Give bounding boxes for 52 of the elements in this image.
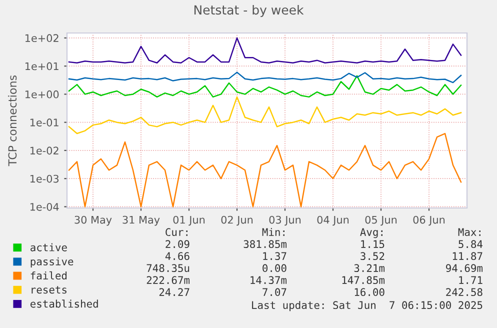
text: 5.84 — [458, 240, 483, 248]
line-series — [68, 75, 462, 98]
line-series — [68, 37, 462, 64]
text: 2.09 — [166, 240, 190, 248]
legend-label: established — [30, 300, 98, 308]
text: 381.85m — [244, 240, 287, 248]
text: Cur: — [166, 228, 188, 236]
line-series — [68, 132, 462, 208]
text: Min: — [262, 228, 284, 236]
text: 1.71 — [459, 276, 482, 284]
x-tick-label: 03 Jun — [269, 216, 301, 226]
text: 24.27 — [159, 288, 190, 296]
x-tick-label: 30 May — [74, 216, 112, 226]
text: 11.87 — [452, 252, 482, 260]
text: 147.85m — [342, 276, 385, 284]
text: 3.21m — [354, 264, 385, 272]
text: 222.67m — [146, 276, 190, 284]
text: 0.00 — [262, 264, 286, 272]
y-tick-label: 1e-01 — [30, 118, 58, 126]
y-tick-label: 1e+01 — [25, 62, 58, 70]
x-tick-label: 02 Jun — [221, 216, 253, 226]
line-series — [68, 96, 462, 134]
text: 16.00 — [354, 288, 384, 296]
text: Last update: Sat Jun 7 06:15:00 2025 — [252, 300, 482, 312]
line-series — [68, 72, 462, 84]
text: 1.37 — [263, 252, 286, 260]
x-tick-label: 31 May — [122, 216, 160, 226]
text: Max: — [458, 228, 480, 236]
y-tick-label: 1e+00 — [25, 90, 59, 98]
text: 14.37m — [250, 276, 287, 284]
x-tick-label: 01 Jun — [173, 216, 205, 226]
chart-title: Netstat - by week — [194, 4, 304, 18]
text: 4.66 — [165, 252, 190, 260]
text: 94.69m — [446, 264, 483, 272]
y-tick-label: 1e-04 — [30, 202, 59, 211]
y-axis-title: TCP connections — [8, 75, 17, 166]
legend-label: failed — [30, 271, 67, 280]
x-tick-label: 04 Jun — [317, 216, 349, 226]
text: 242.58 — [446, 288, 482, 296]
legend-label: active — [30, 243, 67, 252]
y-tick-label: 1e-02 — [30, 146, 58, 155]
text: 7.07 — [262, 288, 286, 296]
legend-label: passive — [30, 257, 74, 268]
legend-label: resets — [32, 286, 66, 294]
text: 748.35u — [146, 264, 190, 272]
text: 3.52 — [360, 252, 384, 260]
x-tick-label: 06 Jun — [413, 216, 445, 226]
x-tick-label: 05 Jun — [365, 216, 397, 226]
text: 1.15 — [361, 240, 384, 248]
text: Avg: — [360, 228, 382, 238]
y-tick-label: 1e+02 — [25, 34, 58, 42]
y-tick-label: 1e-03 — [30, 174, 59, 183]
